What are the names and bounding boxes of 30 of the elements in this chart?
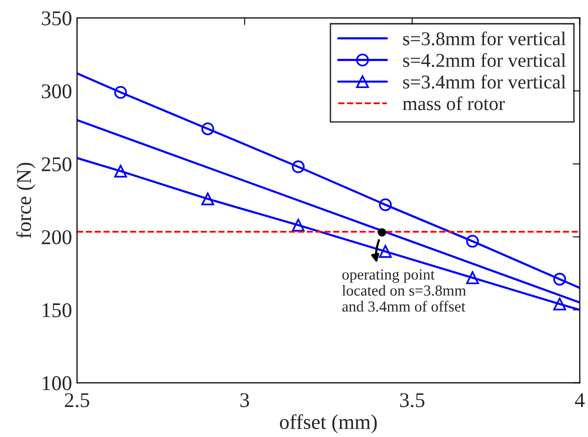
legend-label: s=3.4mm for vertical xyxy=(403,74,566,89)
x-tick-label: 4 xyxy=(574,393,585,407)
point xyxy=(378,245,392,258)
point xyxy=(114,164,127,178)
x-tick-label: 3 xyxy=(240,393,250,408)
line-series xyxy=(77,156,580,311)
x-tick-label: 3.5 xyxy=(400,393,424,408)
point xyxy=(466,234,479,248)
legend-label: mass of rotor xyxy=(402,96,505,110)
y-tick-label: 200 xyxy=(42,230,72,244)
annotation: operating point located on s=3.8mm and 3.4mm of offset xyxy=(342,269,466,312)
y-tick-label: 350 xyxy=(42,11,72,26)
x-tick-label: 2.5 xyxy=(64,393,90,408)
legend-label: s=3.8mm for vertical xyxy=(403,31,566,46)
legend-label: s=4.2mm for vertical xyxy=(403,53,566,68)
y-tick-label: 150 xyxy=(42,303,72,318)
point xyxy=(201,192,214,206)
point xyxy=(378,198,392,212)
point xyxy=(292,218,305,232)
x-axis-title: offset (mm) xyxy=(280,414,377,434)
point xyxy=(201,122,214,136)
point xyxy=(553,298,566,310)
point xyxy=(114,86,127,99)
point xyxy=(553,272,566,286)
y-tick-label: 100 xyxy=(42,376,72,390)
y-tick-label: 300 xyxy=(42,84,72,98)
point xyxy=(292,160,305,174)
point xyxy=(466,271,479,284)
y-tick-label: 250 xyxy=(42,157,72,172)
y-axis-title: force (N) xyxy=(16,162,36,238)
